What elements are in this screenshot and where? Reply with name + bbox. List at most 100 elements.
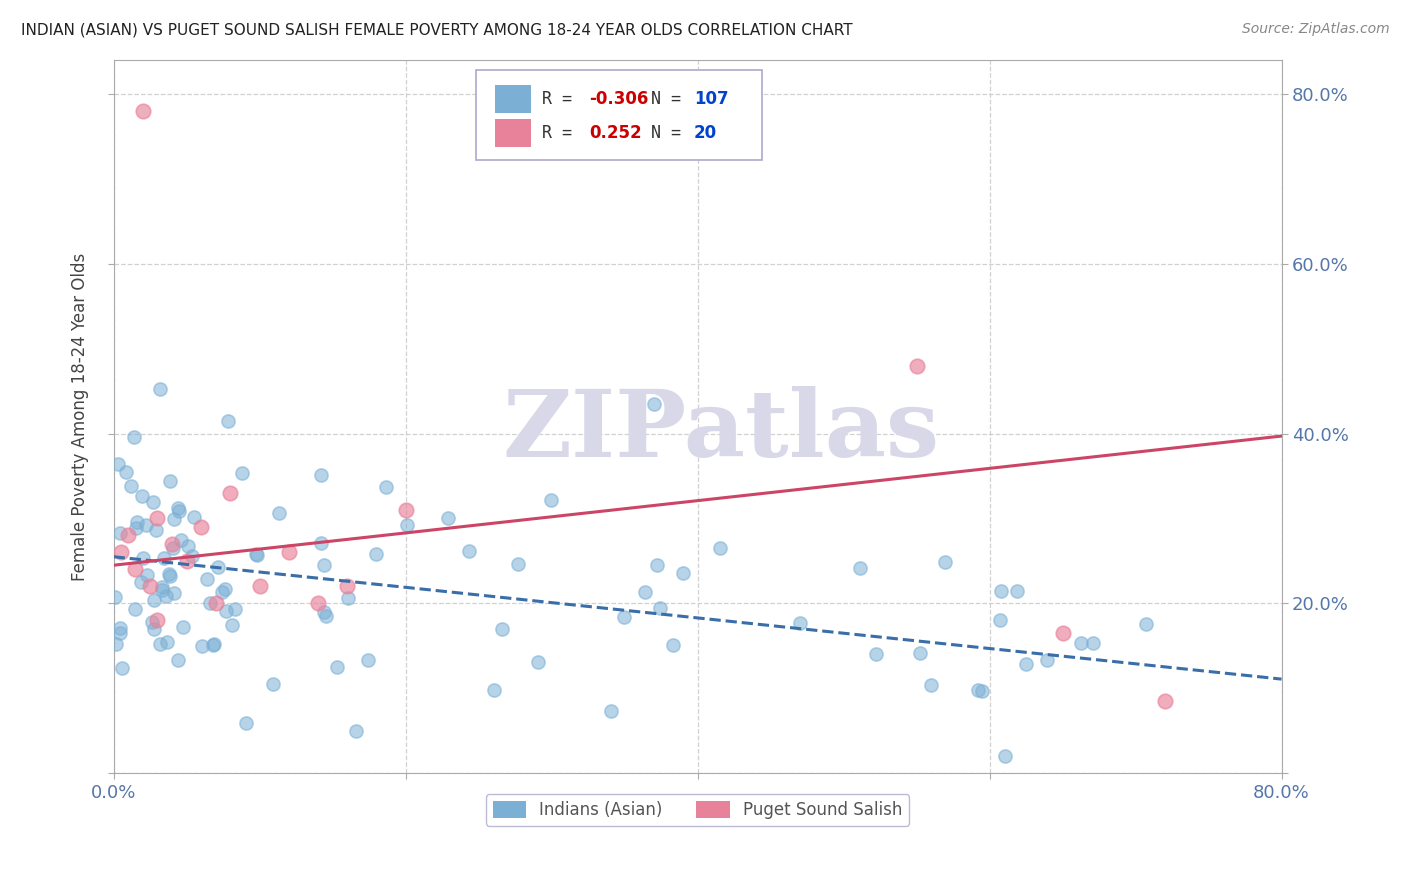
Point bbox=[176, 554, 198, 568]
Point bbox=[309, 536, 332, 550]
Point bbox=[153, 551, 176, 566]
Point bbox=[1153, 694, 1175, 708]
Point bbox=[1052, 626, 1074, 640]
Text: 20: 20 bbox=[695, 124, 717, 142]
Point bbox=[277, 545, 299, 559]
Point bbox=[235, 716, 257, 731]
Point bbox=[108, 625, 131, 640]
Point bbox=[315, 609, 337, 624]
Point bbox=[661, 638, 683, 652]
Point bbox=[217, 414, 239, 428]
Point bbox=[970, 684, 993, 698]
Text: ZIPatlas: ZIPatlas bbox=[502, 386, 939, 475]
Point bbox=[129, 574, 152, 589]
Point bbox=[309, 467, 332, 482]
Point bbox=[200, 596, 222, 610]
Point bbox=[375, 480, 398, 494]
Point bbox=[990, 613, 1012, 627]
Point bbox=[491, 622, 513, 636]
Point bbox=[159, 474, 181, 488]
Point bbox=[214, 582, 236, 596]
Point bbox=[908, 646, 931, 660]
Point bbox=[117, 528, 139, 542]
Point bbox=[183, 510, 205, 524]
Point bbox=[170, 533, 193, 547]
Point bbox=[160, 537, 183, 551]
Point bbox=[396, 518, 419, 533]
Point bbox=[990, 583, 1012, 598]
Point bbox=[110, 545, 132, 559]
Point bbox=[132, 550, 155, 565]
Point bbox=[143, 593, 166, 607]
Point bbox=[190, 520, 212, 534]
Point bbox=[262, 676, 284, 690]
Point bbox=[967, 682, 990, 697]
Point bbox=[307, 597, 329, 611]
Point bbox=[120, 479, 142, 493]
Text: N =: N = bbox=[651, 90, 690, 108]
Point bbox=[177, 539, 200, 553]
Point bbox=[122, 430, 145, 444]
Point bbox=[104, 637, 127, 651]
Point bbox=[482, 682, 505, 697]
Point bbox=[211, 585, 233, 599]
Point bbox=[207, 560, 229, 574]
Point bbox=[107, 457, 129, 471]
Point bbox=[849, 561, 872, 575]
Point bbox=[357, 653, 380, 667]
Point bbox=[994, 749, 1017, 764]
Point bbox=[312, 558, 335, 572]
Point bbox=[1007, 583, 1029, 598]
Point bbox=[141, 615, 163, 629]
Point bbox=[540, 493, 562, 508]
Point bbox=[150, 582, 173, 597]
Point bbox=[249, 579, 271, 593]
Text: N =: N = bbox=[651, 124, 690, 142]
Point bbox=[131, 490, 153, 504]
Point bbox=[167, 653, 190, 667]
Legend: Indians (Asian), Puget Sound Salish: Indians (Asian), Puget Sound Salish bbox=[486, 794, 908, 826]
Y-axis label: Female Poverty Among 18-24 Year Olds: Female Poverty Among 18-24 Year Olds bbox=[72, 252, 89, 581]
Point bbox=[145, 524, 167, 538]
Point bbox=[202, 637, 225, 651]
Point bbox=[143, 622, 166, 636]
Point bbox=[934, 555, 956, 569]
Point bbox=[146, 511, 169, 525]
Point bbox=[366, 547, 388, 561]
Point bbox=[167, 501, 190, 516]
Point bbox=[648, 600, 671, 615]
Point bbox=[202, 638, 225, 652]
Point bbox=[336, 579, 359, 593]
Point bbox=[458, 544, 481, 558]
Point bbox=[157, 566, 180, 581]
Point bbox=[267, 507, 290, 521]
Text: R =: R = bbox=[543, 124, 582, 142]
Point bbox=[633, 585, 655, 599]
Point bbox=[181, 549, 204, 564]
Point bbox=[132, 103, 155, 118]
Point bbox=[643, 397, 665, 411]
Text: Source: ZipAtlas.com: Source: ZipAtlas.com bbox=[1241, 22, 1389, 37]
Text: 107: 107 bbox=[695, 90, 728, 108]
Point bbox=[135, 517, 157, 532]
Point bbox=[865, 648, 887, 662]
Point bbox=[219, 486, 242, 500]
Point bbox=[146, 614, 169, 628]
Point bbox=[111, 661, 134, 675]
Point bbox=[1070, 636, 1092, 650]
Bar bbox=[495, 85, 530, 113]
Point bbox=[1015, 657, 1038, 671]
Point bbox=[124, 562, 146, 576]
Point bbox=[195, 572, 218, 586]
Point bbox=[150, 580, 173, 594]
Point bbox=[190, 640, 212, 654]
Point bbox=[246, 548, 269, 562]
Point bbox=[115, 465, 138, 479]
Point bbox=[1083, 636, 1105, 650]
Point bbox=[149, 637, 172, 651]
Point bbox=[108, 526, 131, 541]
Point bbox=[709, 541, 731, 555]
Text: -0.306: -0.306 bbox=[589, 90, 648, 108]
Point bbox=[142, 495, 165, 509]
Text: INDIAN (ASIAN) VS PUGET SOUND SALISH FEMALE POVERTY AMONG 18-24 YEAR OLDS CORREL: INDIAN (ASIAN) VS PUGET SOUND SALISH FEM… bbox=[21, 22, 852, 37]
